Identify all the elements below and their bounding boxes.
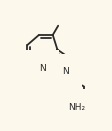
Text: N: N: [39, 64, 45, 73]
Text: NH₂: NH₂: [68, 103, 85, 112]
Text: N: N: [62, 67, 68, 76]
